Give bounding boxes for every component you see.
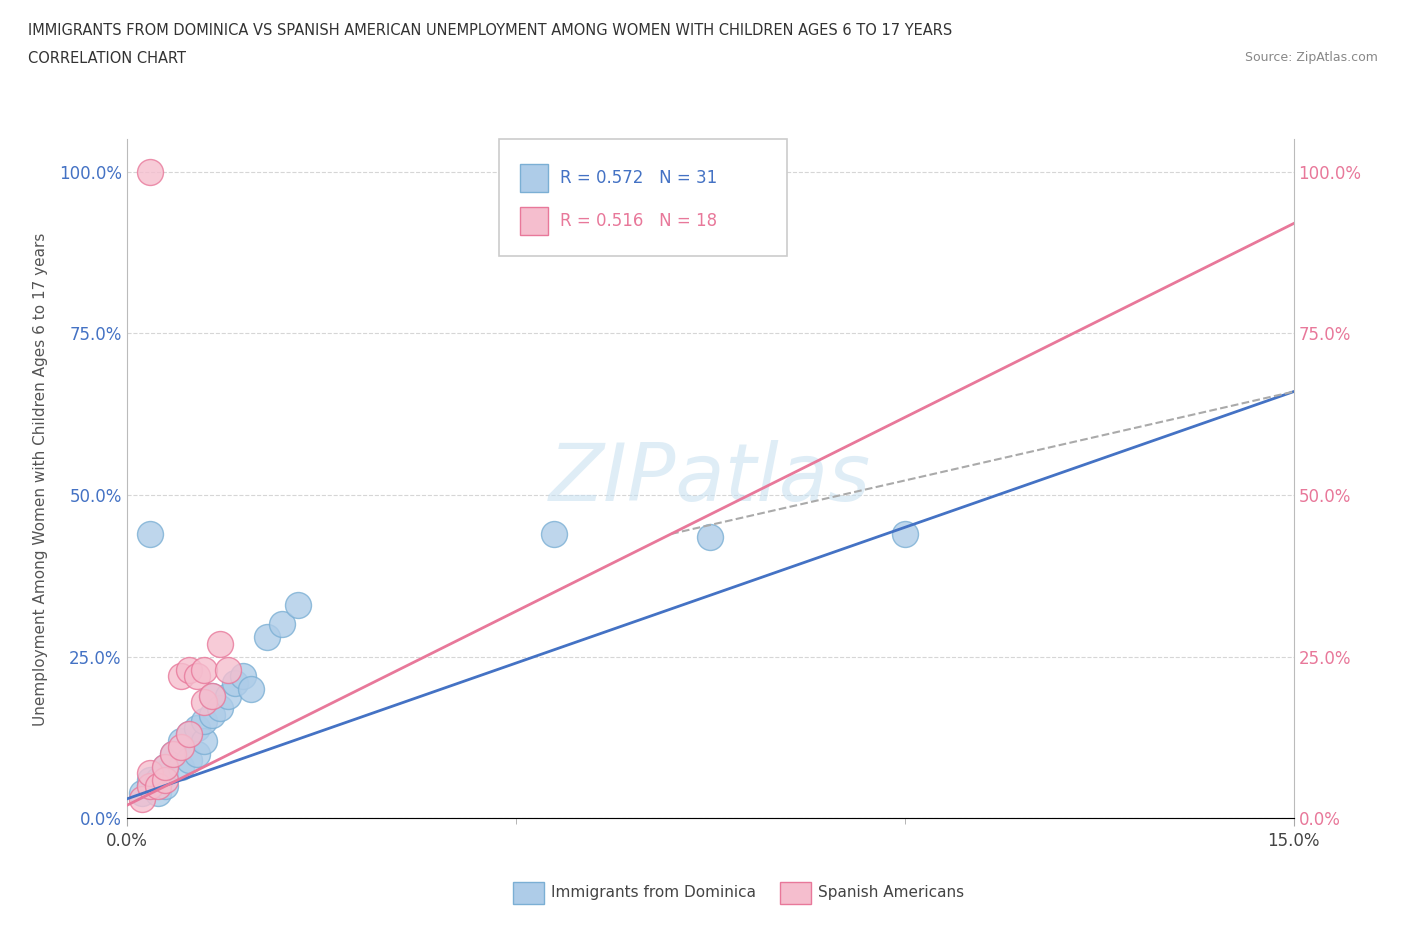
Point [139,778,162,793]
Point [193,695,215,710]
Point [177,727,200,742]
Point [170,669,193,684]
Text: Spanish Americans: Spanish Americans [818,885,965,900]
Point [193,714,215,729]
Point [208,636,231,651]
Point [177,662,200,677]
Point [139,765,162,780]
Point [201,708,224,723]
Point [224,675,246,690]
Point [271,617,294,631]
Point [155,772,177,787]
Point [186,721,208,736]
Point [287,598,309,613]
Point [193,734,215,749]
Point [162,746,184,761]
Point [131,785,153,800]
Text: R = 0.572   N = 31: R = 0.572 N = 31 [560,169,717,187]
Text: Immigrants from Dominica: Immigrants from Dominica [551,885,756,900]
Point [155,778,177,793]
Point [201,688,224,703]
Point [893,526,915,541]
Point [177,752,200,767]
Point [217,688,239,703]
Point [139,165,162,179]
Point [256,630,278,644]
Point [139,526,162,541]
Text: IMMIGRANTS FROM DOMINICA VS SPANISH AMERICAN UNEMPLOYMENT AMONG WOMEN WITH CHILD: IMMIGRANTS FROM DOMINICA VS SPANISH AMER… [28,23,952,38]
Point [699,530,721,545]
Point [139,778,162,793]
Text: ZIPatlas: ZIPatlas [548,440,872,518]
Point [193,662,215,677]
Point [146,785,169,800]
Text: CORRELATION CHART: CORRELATION CHART [28,51,186,66]
Point [177,727,200,742]
Point [232,669,254,684]
Point [170,740,193,755]
Y-axis label: Unemployment Among Women with Children Ages 6 to 17 years: Unemployment Among Women with Children A… [32,232,48,725]
Text: Source: ZipAtlas.com: Source: ZipAtlas.com [1244,51,1378,64]
Point [146,778,169,793]
Point [170,759,193,774]
Point [155,765,177,780]
Point [659,165,682,179]
Point [240,682,263,697]
Point [170,734,193,749]
Point [131,791,153,806]
Point [543,526,565,541]
Point [186,669,208,684]
Point [155,759,177,774]
Point [139,772,162,787]
Point [155,759,177,774]
Point [201,688,224,703]
Text: R = 0.516   N = 18: R = 0.516 N = 18 [560,212,717,230]
Point [217,662,239,677]
Point [146,772,169,787]
Point [162,746,184,761]
Point [208,701,231,716]
Point [186,746,208,761]
